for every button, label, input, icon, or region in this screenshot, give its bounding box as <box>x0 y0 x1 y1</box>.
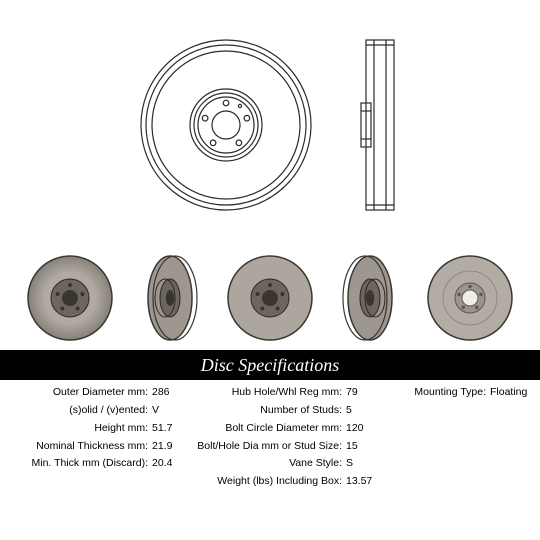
drawing-side <box>356 35 404 215</box>
spec-value: 286 <box>152 384 170 402</box>
spec-label: Outer Diameter mm: <box>22 384 152 402</box>
spec-value: 15 <box>346 438 358 456</box>
spec-value: 79 <box>346 384 358 402</box>
spec-label: Bolt/Hole Dia mm or Stud Size: <box>196 438 346 456</box>
spec-row: (s)olid / (v)ented:V <box>22 402 190 420</box>
photo-row <box>0 250 540 345</box>
spec-label: Vane Style: <box>196 455 346 473</box>
photo-disc-4 <box>340 254 400 342</box>
spec-label: Hub Hole/Whl Reg mm: <box>196 384 346 402</box>
spec-value: V <box>152 402 159 420</box>
spec-col-2: Hub Hole/Whl Reg mm:79 Number of Studs:5… <box>190 384 400 499</box>
spec-row: Height mm:51.7 <box>22 420 190 438</box>
spec-row: Outer Diameter mm:286 <box>22 384 190 402</box>
spec-col-3: Mounting Type:Floating <box>400 384 540 499</box>
spec-row: Weight (lbs) Including Box:13.57 <box>196 473 400 491</box>
spec-row: Min. Thick mm (Discard):20.4 <box>22 455 190 473</box>
spec-label: Height mm: <box>22 420 152 438</box>
spec-label: Mounting Type: <box>408 384 490 402</box>
spec-value: Floating <box>490 384 527 402</box>
spec-row: Nominal Thickness mm:21.9 <box>22 438 190 456</box>
drawing-front <box>136 35 316 215</box>
spec-value: 13.57 <box>346 473 372 491</box>
spec-label: Number of Studs: <box>196 402 346 420</box>
photo-disc-5 <box>426 254 514 342</box>
spec-value: 120 <box>346 420 364 438</box>
spec-row: Mounting Type:Floating <box>408 384 540 402</box>
photo-disc-1 <box>26 254 114 342</box>
spec-row: Vane Style:S <box>196 455 400 473</box>
tech-drawings <box>0 25 540 225</box>
spec-value: S <box>346 455 353 473</box>
spec-value: 20.4 <box>152 455 172 473</box>
spec-label: (s)olid / (v)ented: <box>22 402 152 420</box>
spec-value: 5 <box>346 402 352 420</box>
spec-label: Bolt Circle Diameter mm: <box>196 420 346 438</box>
spec-table: Outer Diameter mm:286 (s)olid / (v)ented… <box>0 384 540 499</box>
spec-value: 51.7 <box>152 420 172 438</box>
spec-row: Bolt Circle Diameter mm:120 <box>196 420 400 438</box>
photo-disc-3 <box>226 254 314 342</box>
spec-row: Bolt/Hole Dia mm or Stud Size:15 <box>196 438 400 456</box>
spec-label: Weight (lbs) Including Box: <box>196 473 346 491</box>
photo-disc-2 <box>140 254 200 342</box>
spec-label: Nominal Thickness mm: <box>22 438 152 456</box>
spec-row: Hub Hole/Whl Reg mm:79 <box>196 384 400 402</box>
spec-header: Disc Specifications <box>0 350 540 380</box>
spec-row: Number of Studs:5 <box>196 402 400 420</box>
spec-col-1: Outer Diameter mm:286 (s)olid / (v)ented… <box>0 384 190 499</box>
spec-value: 21.9 <box>152 438 172 456</box>
spec-label: Min. Thick mm (Discard): <box>22 455 152 473</box>
